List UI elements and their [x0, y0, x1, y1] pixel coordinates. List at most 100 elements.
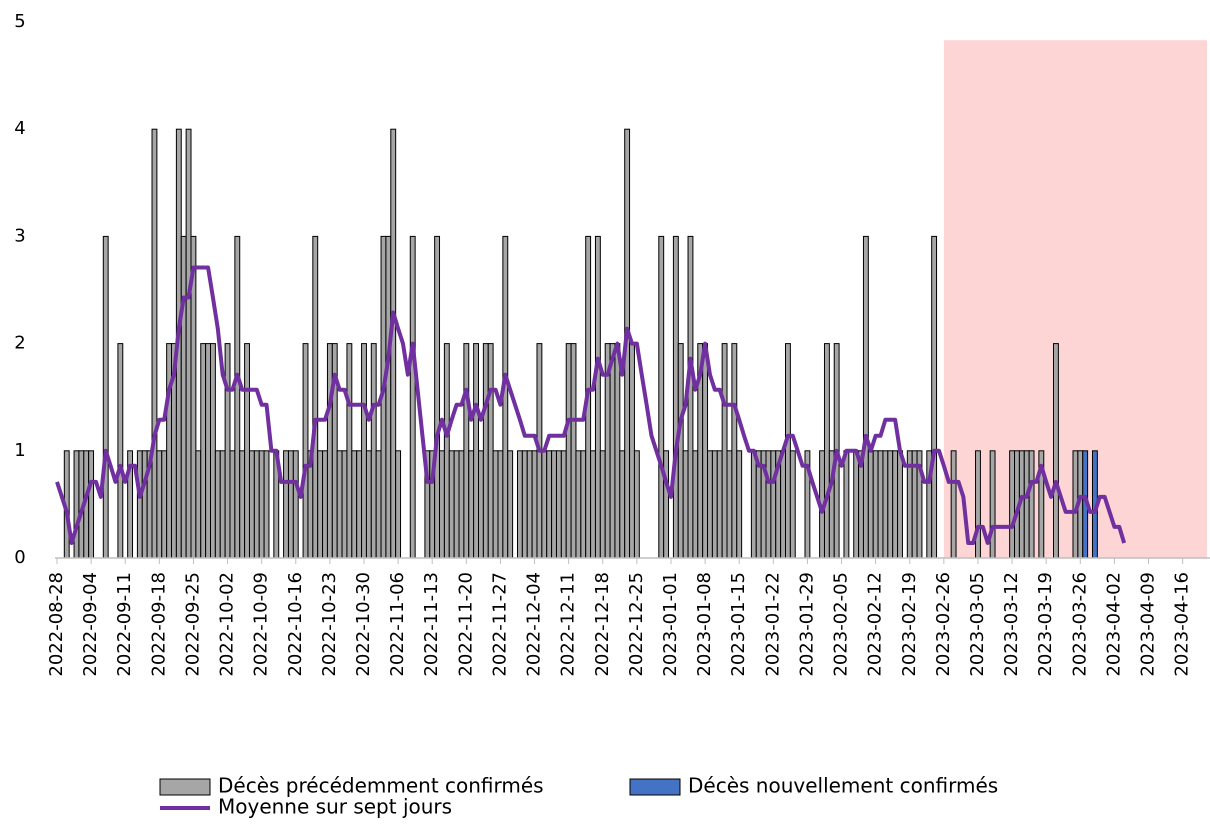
x-tick-label: 2022-10-09 — [251, 572, 272, 677]
bar — [726, 450, 733, 559]
bar — [341, 450, 348, 559]
legend-label: Moyenne sur sept jours — [218, 795, 452, 819]
bar — [789, 450, 796, 559]
x-tick-label: 2022-10-23 — [319, 572, 340, 677]
bar — [473, 343, 480, 559]
bar — [258, 450, 265, 559]
x-tick-label: 2022-10-30 — [353, 572, 374, 677]
bar — [102, 235, 109, 559]
bar — [248, 450, 255, 559]
bar — [721, 343, 728, 559]
bar — [136, 450, 143, 559]
bar — [570, 343, 577, 559]
bar — [711, 450, 718, 559]
bar — [551, 450, 557, 559]
x-tick-label: 2023-01-15 — [728, 572, 749, 677]
bar — [292, 450, 299, 559]
bar — [448, 450, 455, 559]
bar — [458, 450, 465, 559]
y-tick-label: 2 — [14, 333, 25, 354]
bar — [205, 343, 211, 559]
bar — [443, 343, 450, 559]
y-tick-label: 5 — [14, 11, 25, 32]
bar — [882, 450, 889, 559]
bar — [526, 450, 533, 559]
x-tick-label: 2023-04-09 — [1138, 572, 1159, 677]
y-tick-label: 0 — [14, 547, 25, 568]
bar — [365, 450, 372, 559]
bar — [185, 128, 192, 559]
bar — [770, 450, 777, 559]
x-tick-label: 2023-02-26 — [933, 572, 954, 677]
bar — [468, 450, 475, 559]
bar — [1053, 343, 1059, 559]
bar — [887, 450, 894, 559]
bar — [180, 235, 187, 559]
x-tick-label: 2023-03-05 — [967, 572, 988, 677]
bar — [862, 235, 869, 559]
bar — [336, 450, 343, 559]
bar — [312, 235, 319, 559]
bar — [239, 450, 246, 559]
bar — [750, 450, 757, 559]
bar — [677, 343, 684, 559]
x-tick-label: 2022-09-18 — [148, 572, 169, 677]
bar — [395, 450, 402, 559]
x-tick-label: 2022-08-28 — [46, 572, 67, 677]
bar — [633, 450, 640, 559]
bar — [687, 235, 694, 559]
bar — [702, 343, 709, 559]
x-tick-label: 2022-09-04 — [80, 572, 101, 677]
bar — [658, 235, 665, 559]
bar — [141, 450, 148, 559]
bar — [317, 450, 324, 559]
bar — [409, 235, 416, 559]
legend-swatch — [159, 778, 211, 796]
x-tick-label: 2023-01-22 — [762, 572, 783, 677]
bar — [88, 450, 95, 559]
x-tick-label: 2023-02-12 — [865, 572, 886, 677]
bar — [356, 450, 363, 559]
bar — [229, 450, 236, 559]
bar — [780, 450, 786, 559]
bar — [166, 343, 173, 559]
bar — [385, 235, 392, 559]
bar — [716, 450, 723, 559]
bar — [482, 343, 489, 559]
bar — [629, 343, 635, 559]
x-tick-label: 2023-03-12 — [1001, 572, 1022, 677]
x-tick-label: 2022-11-06 — [387, 572, 408, 677]
bar — [516, 450, 523, 559]
bar — [823, 343, 830, 559]
bar — [1028, 450, 1035, 559]
bar — [897, 450, 903, 559]
bar — [507, 450, 514, 559]
bar — [663, 450, 670, 559]
x-tick-label: 2023-02-05 — [831, 572, 852, 677]
x-tick-label: 2022-12-04 — [524, 572, 545, 677]
bar — [453, 450, 460, 559]
moving-average-line — [55, 265, 1127, 545]
bar — [234, 235, 241, 559]
bar — [209, 343, 216, 559]
bar — [1009, 450, 1016, 559]
x-tick-label: 2023-01-29 — [796, 572, 817, 677]
bar — [707, 450, 713, 559]
x-tick-label: 2022-12-18 — [592, 572, 613, 677]
bar — [619, 450, 626, 559]
x-tick-label: 2023-01-08 — [694, 572, 715, 677]
bar — [487, 343, 494, 559]
bar — [580, 450, 587, 559]
bar — [546, 450, 553, 559]
bar — [672, 235, 679, 559]
bar — [492, 450, 499, 559]
bar — [346, 343, 353, 559]
bar — [843, 450, 850, 559]
bar — [609, 343, 616, 559]
x-tick-label: 2022-11-20 — [455, 572, 476, 677]
x-tick-label: 2022-12-25 — [626, 572, 647, 677]
bar — [283, 450, 289, 559]
bar — [872, 450, 879, 559]
x-tick-label: 2023-02-19 — [899, 572, 920, 677]
bar — [892, 450, 899, 559]
